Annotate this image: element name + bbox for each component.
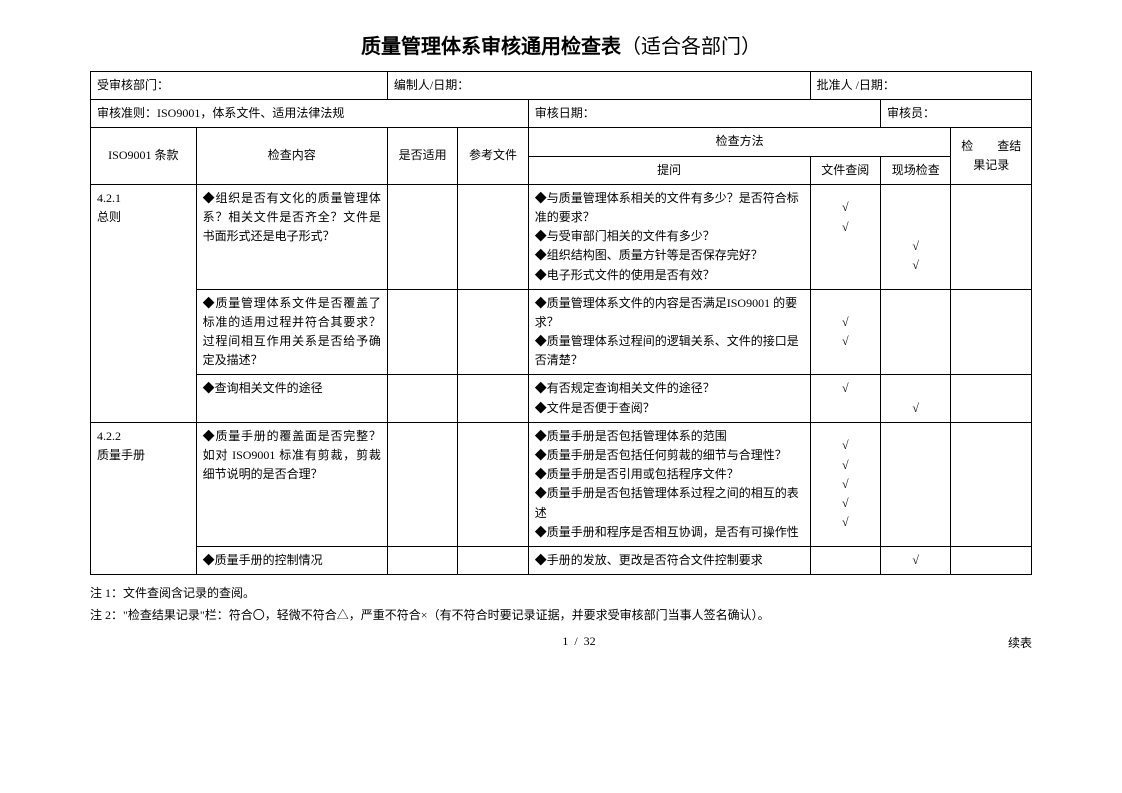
title-main: 质量管理体系审核通用检查表 [361,36,621,58]
checklist-table: 受审核部门： 编制人/日期： 批准人 /日期： 审核准则：ISO9001，体系文… [90,71,1032,575]
header-row-1: 受审核部门： 编制人/日期： 批准人 /日期： [91,72,1032,100]
content-cell: ◆质量管理体系文件是否覆盖了标准的适用过程并符合其要求？过程间相互作用关系是否给… [196,289,387,375]
table-row: 4.2.1总则 ◆组织是否有文化的质量管理体系？相关文件是否齐全？文件是书面形式… [91,184,1032,289]
dept-cell: 受审核部门： [91,72,388,100]
col-ref: 参考文件 [458,128,528,184]
table-row: ◆质量管理体系文件是否覆盖了标准的适用过程并符合其要求？过程间相互作用关系是否给… [91,289,1032,375]
col-question: 提问 [528,156,810,184]
question-cell: ◆手册的发放、更改是否符合文件控制要求 [528,546,810,574]
note-1: 注 1：文件查阅含记录的查阅。 [90,583,1032,605]
applicable-cell [387,289,457,375]
compiler-cell: 编制人/日期： [387,72,810,100]
col-method: 检查方法 [528,128,951,156]
doc-review-cell: √ [810,375,880,422]
doc-review-cell: √√ [810,289,880,375]
footer: 1 / 32 续表 [90,634,1032,651]
note-2: 注 2："检查结果记录"栏：符合〇，轻微不符合△，严重不符合×（有不符合时要记录… [90,605,1032,627]
ref-cell [458,375,528,422]
col-applicable: 是否适用 [387,128,457,184]
doc-review-cell: √√ [810,184,880,289]
pagination: 1 / 32 [150,634,1008,651]
content-cell: ◆质量手册的控制情况 [196,546,387,574]
col-doc-review: 文件查阅 [810,156,880,184]
question-cell: ◆质量管理体系文件的内容是否满足ISO9001 的要求？◆质量管理体系过程间的逻… [528,289,810,375]
applicable-cell [387,546,457,574]
table-row: ◆质量手册的控制情况 ◆手册的发放、更改是否符合文件控制要求 √ [91,546,1032,574]
column-header-1: ISO9001 条款 检查内容 是否适用 参考文件 检查方法 检 查结果记录 [91,128,1032,156]
question-cell: ◆有否规定查询相关文件的途径？◆文件是否便于查阅？ [528,375,810,422]
site-check-cell: √√ [881,184,951,289]
site-check-cell [881,422,951,546]
result-cell [951,289,1032,375]
table-row: 4.2.2质量手册 ◆质量手册的覆盖面是否完整？如对 ISO9001 标准有剪裁… [91,422,1032,546]
applicable-cell [387,422,457,546]
page-title: 质量管理体系审核通用检查表（适合各部门） [90,30,1032,59]
clause-cell: 4.2.2质量手册 [91,422,197,574]
col-clause: ISO9001 条款 [91,128,197,184]
site-check-cell [881,289,951,375]
notes: 注 1：文件查阅含记录的查阅。 注 2："检查结果记录"栏：符合〇，轻微不符合△… [90,583,1032,626]
auditor-cell: 审核员： [881,100,1032,128]
site-check-cell: √ [881,375,951,422]
audit-date-cell: 审核日期： [528,100,880,128]
doc-review-cell: √√√√√ [810,422,880,546]
col-site-check: 现场检查 [881,156,951,184]
result-cell [951,546,1032,574]
continued-label: 续表 [1008,634,1032,651]
ref-cell [458,422,528,546]
question-cell: ◆与质量管理体系相关的文件有多少？是否符合标准的要求？◆与受审部门相关的文件有多… [528,184,810,289]
applicable-cell [387,184,457,289]
site-check-cell: √ [881,546,951,574]
ref-cell [458,184,528,289]
clause-cell: 4.2.1总则 [91,184,197,422]
content-cell: ◆质量手册的覆盖面是否完整？如对 ISO9001 标准有剪裁，剪裁细节说明的是否… [196,422,387,546]
applicable-cell [387,375,457,422]
col-content: 检查内容 [196,128,387,184]
ref-cell [458,546,528,574]
question-cell: ◆质量手册是否包括管理体系的范围◆质量手册是否包括任何剪裁的细节与合理性？◆质量… [528,422,810,546]
doc-review-cell [810,546,880,574]
header-row-2: 审核准则：ISO9001，体系文件、适用法律法规 审核日期： 审核员： [91,100,1032,128]
content-cell: ◆查询相关文件的途径 [196,375,387,422]
col-result: 检 查结果记录 [951,128,1032,184]
result-cell [951,184,1032,289]
title-sub: （适合各部门） [621,36,761,58]
result-cell [951,422,1032,546]
ref-cell [458,289,528,375]
result-cell [951,375,1032,422]
approver-cell: 批准人 /日期： [810,72,1031,100]
table-row: ◆查询相关文件的途径 ◆有否规定查询相关文件的途径？◆文件是否便于查阅？ √ √ [91,375,1032,422]
criteria-cell: 审核准则：ISO9001，体系文件、适用法律法规 [91,100,529,128]
content-cell: ◆组织是否有文化的质量管理体系？相关文件是否齐全？文件是书面形式还是电子形式？ [196,184,387,289]
